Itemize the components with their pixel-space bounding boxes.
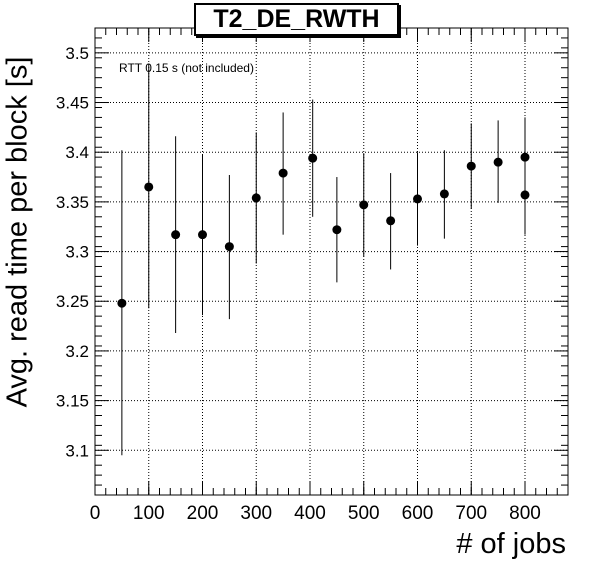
data-points: [117, 64, 530, 456]
data-point: [278, 168, 288, 178]
x-tick-label: 100: [133, 503, 165, 524]
chart-annotation: RTT 0.15 s (not included): [119, 61, 254, 75]
plot-frame: [94, 27, 569, 496]
x-axis-label: # of jobs: [456, 528, 566, 560]
data-point: [117, 298, 127, 308]
y-tick-label: 3.45: [56, 94, 89, 113]
data-point: [493, 157, 503, 167]
data-point: [439, 189, 449, 199]
chart-title: T2_DE_RWTH: [194, 3, 399, 36]
y-axis-ticks: 3.1 3.15 3.2 3.25 3.3 3.35 3.4 3.45 3.5: [56, 27, 568, 496]
x-tick-label: 800: [509, 503, 541, 524]
data-point: [171, 230, 181, 240]
data-point: [386, 216, 396, 226]
data-point: [466, 161, 476, 171]
y-tick-label: 3.25: [56, 292, 89, 311]
grid-lines: [95, 28, 568, 495]
x-tick-label: 700: [455, 503, 487, 524]
data-point: [251, 193, 261, 203]
x-axis-ticks: 0 100 200 300 400 500 600 700 800: [90, 28, 569, 524]
x-tick-label: 300: [240, 503, 272, 524]
y-tick-label: 3.1: [65, 441, 89, 460]
x-tick-label: 0: [90, 503, 101, 524]
x-tick-label: 200: [187, 503, 219, 524]
y-tick-label: 3.2: [65, 342, 89, 361]
data-point: [308, 153, 318, 163]
x-tick-label: 500: [348, 503, 380, 524]
y-tick-label: 3.5: [65, 44, 89, 63]
y-tick-label: 3.35: [56, 193, 89, 212]
data-point: [359, 200, 369, 210]
data-point: [332, 225, 342, 235]
data-point: [198, 230, 207, 240]
y-tick-label: 3.15: [56, 392, 89, 411]
data-point: [144, 182, 154, 192]
y-tick-label: 3.4: [65, 143, 89, 162]
y-tick-label: 3.3: [65, 243, 89, 262]
data-point: [413, 194, 422, 204]
data-point: [224, 242, 234, 252]
x-tick-label: 400: [294, 503, 326, 524]
data-point: [520, 190, 530, 200]
y-axis-label: Avg. read time per block [s]: [1, 56, 34, 408]
x-tick-label: 600: [402, 503, 434, 524]
